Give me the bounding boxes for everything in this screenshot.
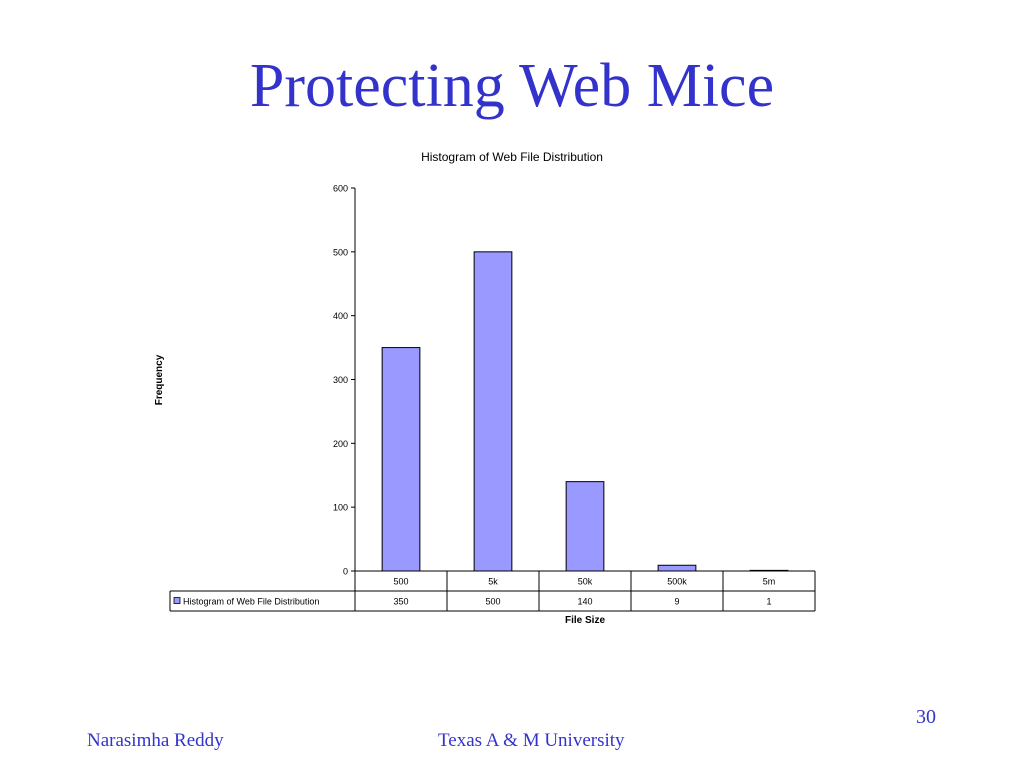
bar-50k: [565, 481, 605, 572]
legend-label: Histogram of Web File Distribution: [183, 597, 319, 607]
data-value-label: 350: [393, 597, 408, 607]
data-value-label: 1: [766, 597, 771, 607]
data-value-label: 140: [577, 597, 592, 607]
bar-500: [381, 347, 421, 572]
legend-swatch: [173, 597, 181, 604]
x-category-label: 5k: [488, 577, 498, 587]
y-tick-label: 200: [333, 439, 348, 449]
y-tick-label: 600: [333, 184, 348, 194]
x-axis-label: File Size: [565, 615, 605, 626]
y-axis-label: Frequency: [154, 354, 165, 405]
x-category-label: 500k: [667, 577, 687, 587]
data-value-label: 500: [485, 597, 500, 607]
footer-author: Narasimha Reddy: [87, 730, 224, 751]
plot-area: 0 100 200 300 400 500 600 500 5k 50k 500k 5m 350 500 1…: [169, 184, 816, 612]
y-tick-label: 400: [333, 311, 348, 321]
y-tick-label: 500: [333, 247, 348, 257]
x-category-label: 50k: [578, 577, 593, 587]
y-tick-label: 0: [343, 567, 348, 577]
x-category-label: 500: [393, 577, 408, 587]
footer-institution: Texas A & M University: [438, 730, 625, 751]
slide-title: Protecting Web Mice: [249, 52, 775, 120]
y-tick-label: 300: [333, 375, 348, 385]
bar-500k: [657, 564, 697, 572]
chart-title: Histogram of Web File Distribution: [421, 150, 603, 164]
data-value-label: 9: [674, 597, 679, 607]
x-category-label: 5m: [763, 577, 776, 587]
y-tick-label: 100: [333, 503, 348, 513]
bar-5k: [473, 251, 513, 572]
page-number: 30: [916, 706, 936, 728]
